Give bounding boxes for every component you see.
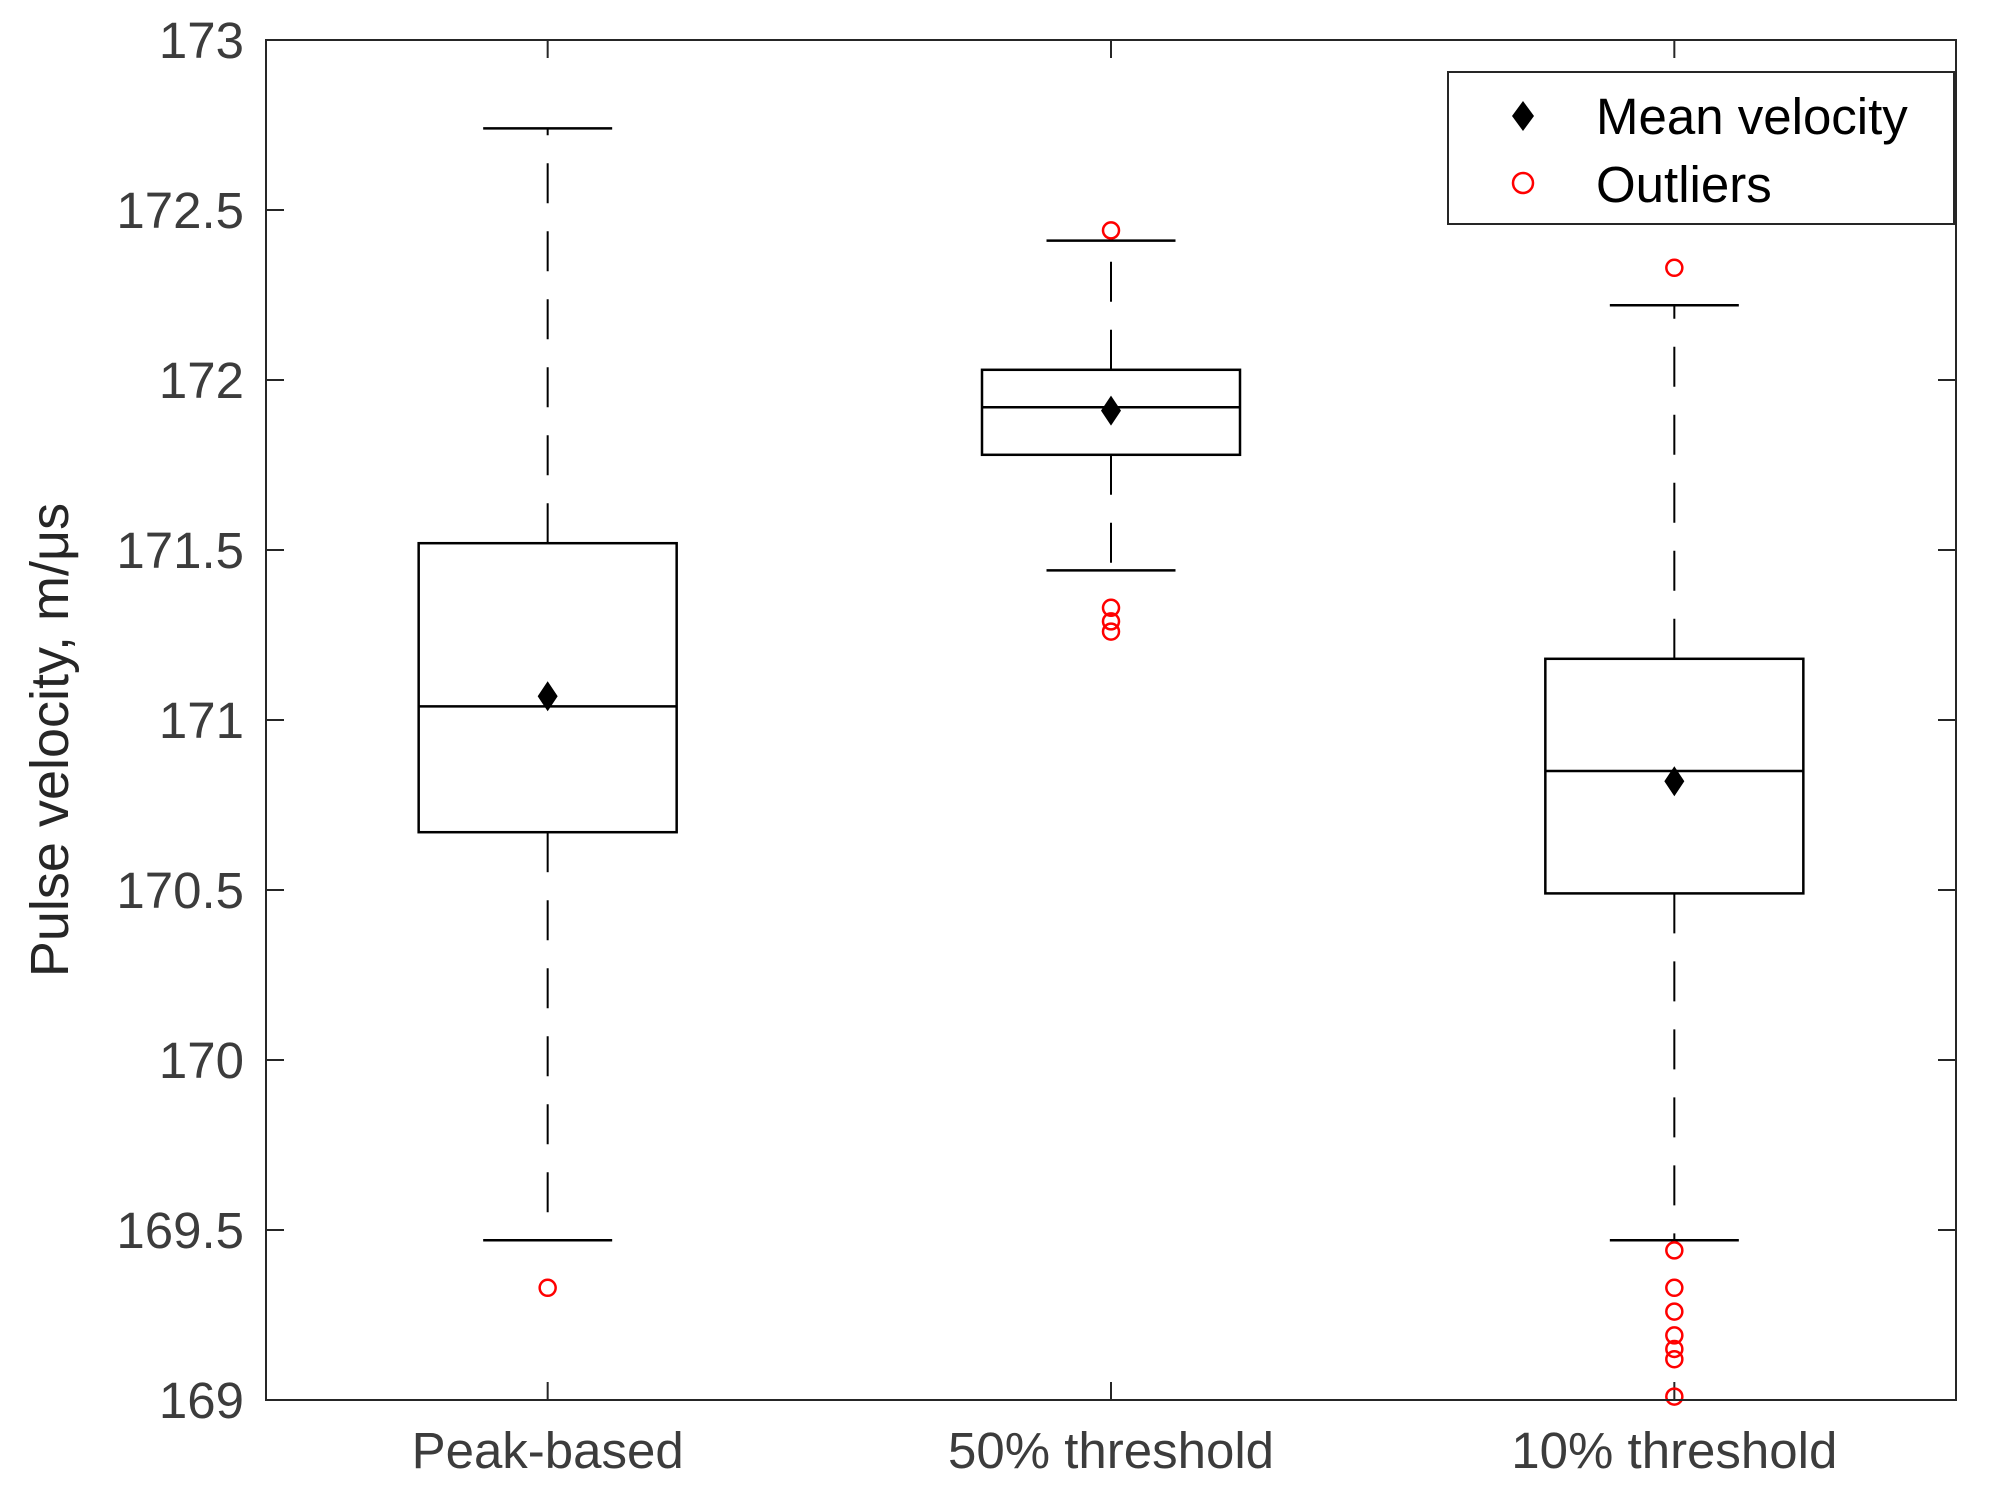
iqr-box xyxy=(1544,657,1805,895)
box-2 xyxy=(1544,258,1805,1406)
y-axis-title: Pulse velocity, m/μs xyxy=(20,503,80,977)
iqr-box xyxy=(980,368,1242,457)
y-tick-label: 171 xyxy=(159,692,244,749)
outlier-point xyxy=(1665,1241,1684,1260)
outlier-point xyxy=(1101,598,1121,618)
mean-marker xyxy=(537,681,558,712)
outlier-point xyxy=(1665,1302,1684,1321)
y-tick-label: 170 xyxy=(159,1032,244,1089)
outlier-point xyxy=(1665,1278,1684,1298)
legend-label-mean-velocity: Mean velocity xyxy=(1596,88,1908,145)
box-0 xyxy=(417,127,678,1298)
legend-outlier-circle-icon xyxy=(1511,171,1535,195)
x-tick-labels: Peak-based 50% threshold 10% threshold xyxy=(412,1422,1838,1479)
legend-label-outliers: Outliers xyxy=(1596,156,1772,213)
y-tick-label: 169 xyxy=(159,1372,244,1429)
outlier-point xyxy=(1665,1326,1684,1345)
plot-frame xyxy=(265,39,1957,1401)
outlier-point xyxy=(1101,612,1121,631)
outlier-point xyxy=(1101,221,1121,240)
legend-mean-diamond-icon xyxy=(1512,101,1534,131)
legend: Mean velocity Outliers xyxy=(1447,71,1955,225)
outlier-point xyxy=(1665,1387,1684,1406)
mean-marker xyxy=(1101,395,1121,426)
outlier-point xyxy=(538,1278,557,1298)
y-tick-label: 170.5 xyxy=(116,862,244,919)
y-tick-label: 171.5 xyxy=(116,522,244,579)
axis-ticks xyxy=(266,39,1956,1401)
iqr-box xyxy=(417,541,678,834)
y-tick-label: 172.5 xyxy=(116,182,244,239)
x-tick-label: Peak-based xyxy=(412,1422,684,1479)
boxes-group xyxy=(417,127,1805,1406)
mean-marker xyxy=(1664,766,1685,797)
legend-box xyxy=(1447,71,1955,225)
outlier-point xyxy=(1101,622,1121,641)
y-tick-label: 172 xyxy=(159,352,244,409)
outlier-point xyxy=(1665,1339,1684,1359)
y-tick-label: 173 xyxy=(159,12,244,69)
x-tick-label: 50% threshold xyxy=(948,1422,1274,1479)
y-tick-label: 169.5 xyxy=(116,1202,244,1259)
box-1 xyxy=(980,221,1242,641)
y-tick-labels: 169 169.5 170 170.5 171 171.5 172 172.5 173 xyxy=(116,12,244,1429)
outlier-point xyxy=(1665,1349,1684,1369)
x-tick-label: 10% threshold xyxy=(1511,1422,1837,1479)
outlier-point xyxy=(1665,258,1684,278)
